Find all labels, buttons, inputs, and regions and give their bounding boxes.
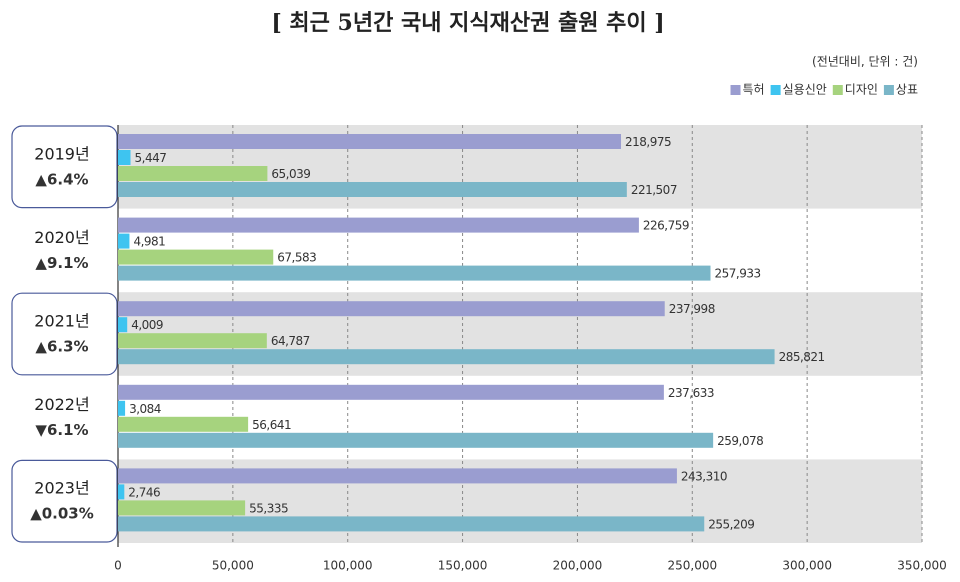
x-tick-label: 50,000	[212, 559, 254, 573]
value-label: 226,759	[643, 219, 689, 233]
bar	[118, 301, 665, 317]
bar	[118, 265, 711, 281]
value-label: 221,507	[631, 183, 677, 197]
bar	[118, 349, 775, 365]
value-label: 65,039	[271, 167, 310, 181]
value-label: 4,981	[133, 235, 165, 249]
value-label: 255,209	[708, 517, 754, 531]
value-label: 64,787	[271, 334, 310, 348]
category-label: 2019년	[34, 144, 89, 163]
bar	[118, 217, 639, 233]
x-tick-label: 350,000	[897, 559, 947, 573]
bar	[118, 516, 705, 532]
legend-swatch	[832, 85, 843, 95]
value-label: 218,975	[625, 135, 671, 149]
category-change: ▲6.3%	[35, 338, 88, 356]
value-label: 243,310	[681, 469, 727, 483]
legend-swatch	[770, 85, 781, 95]
bar	[118, 150, 131, 165]
legend-label: 디자인	[845, 83, 878, 97]
bar	[118, 134, 622, 149]
category-label: 2023년	[34, 479, 89, 498]
x-tick-label: 250,000	[667, 559, 717, 573]
value-label: 237,633	[668, 386, 714, 400]
legend-label: 상표	[896, 83, 918, 97]
bar	[118, 432, 714, 448]
value-label: 2,746	[128, 485, 160, 499]
bar	[118, 484, 125, 500]
legend-swatch	[883, 85, 894, 95]
bar	[118, 233, 130, 249]
chart-title: [ 최근 5년간 국내 지식재산권 출원 추이 ]	[271, 10, 664, 36]
bar	[118, 400, 126, 416]
legend-label: 실용신안	[783, 83, 827, 97]
value-label: 4,009	[131, 318, 163, 332]
bar	[118, 333, 267, 349]
bar	[118, 384, 664, 400]
x-tick-label: 150,000	[438, 559, 488, 573]
bar	[118, 317, 128, 333]
value-label: 285,821	[779, 350, 825, 364]
value-label: 55,335	[249, 501, 288, 515]
value-label: 56,641	[252, 418, 291, 432]
value-label: 67,583	[277, 251, 316, 265]
value-label: 5,447	[135, 151, 167, 165]
category-label: 2022년	[34, 395, 89, 414]
value-label: 257,933	[715, 267, 761, 281]
category-box	[11, 125, 118, 209]
category-change: ▲9.1%	[35, 254, 88, 272]
bar	[118, 416, 249, 432]
value-label: 237,998	[669, 302, 715, 316]
category-change: ▲0.03%	[30, 505, 94, 523]
x-tick-label: 100,000	[323, 559, 373, 573]
bar	[118, 182, 627, 197]
bar	[118, 166, 268, 181]
chart-subtitle: (전년대비, 단위 : 건)	[812, 55, 918, 69]
bar	[118, 500, 246, 516]
bar	[118, 249, 274, 265]
x-tick-label: 200,000	[553, 559, 603, 573]
category-label: 2021년	[34, 312, 89, 331]
category-box	[11, 292, 118, 376]
category-label: 2020년	[34, 228, 89, 247]
category-change: ▲6.4%	[35, 170, 88, 188]
category-box	[11, 459, 118, 543]
category-change: ▼6.1%	[35, 421, 88, 439]
legend-label: 특허	[743, 83, 765, 97]
value-label: 3,084	[129, 402, 161, 416]
value-label: 259,078	[717, 434, 763, 448]
x-tick-label: 0	[114, 559, 122, 573]
x-tick-label: 300,000	[782, 559, 832, 573]
bar	[118, 468, 677, 484]
legend-swatch	[730, 85, 741, 95]
